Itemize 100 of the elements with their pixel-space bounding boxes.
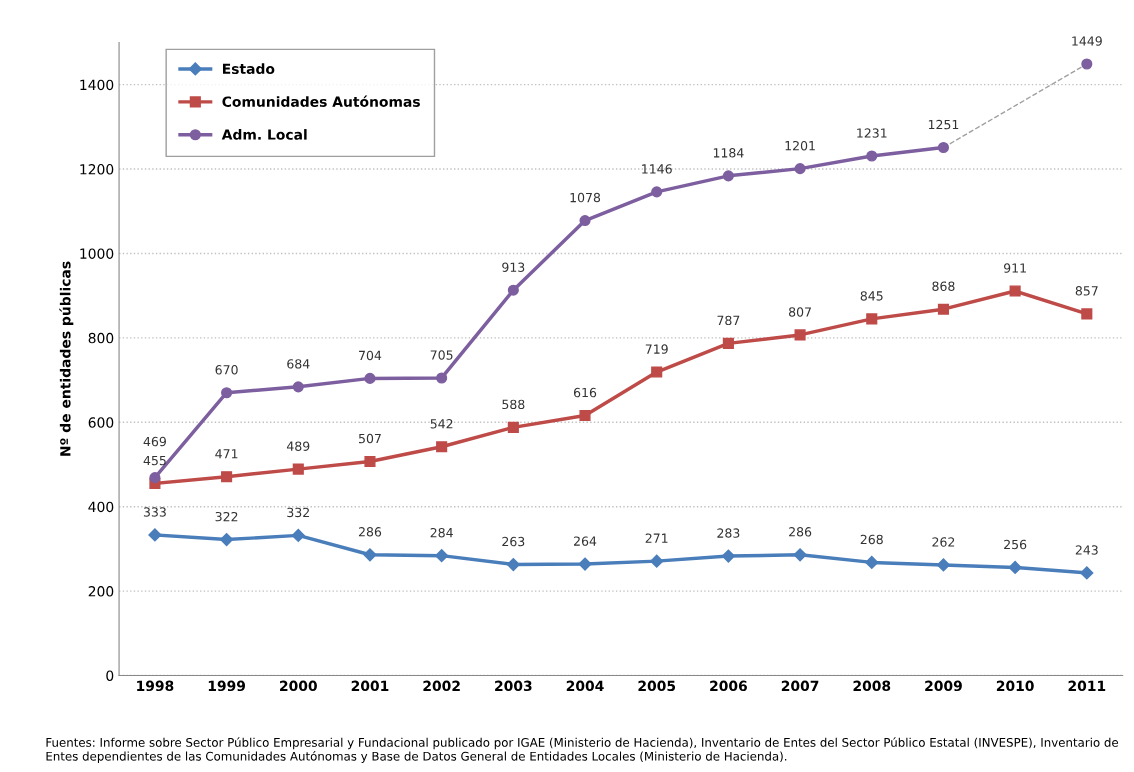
data-label: 616 (573, 387, 597, 398)
point (1008, 560, 1022, 575)
data-label: 807 (789, 307, 811, 317)
point (579, 409, 591, 422)
data-label: 489 (286, 441, 310, 451)
point (1009, 285, 1021, 297)
point (507, 284, 519, 296)
data-label: 268 (860, 534, 883, 545)
y-tick-label: 0 (106, 670, 114, 681)
point (722, 337, 734, 349)
x-tick-label: 2011 (1068, 680, 1106, 692)
point (865, 555, 879, 569)
point (291, 528, 305, 542)
legend-label: Adm. Local (221, 129, 307, 140)
point (793, 548, 807, 562)
point (1081, 308, 1093, 320)
data-label: 670 (215, 365, 238, 375)
x-tick-label: 2001 (351, 680, 389, 692)
data-label: 286 (358, 527, 382, 537)
point (578, 557, 592, 571)
x-tick-label: 2005 (638, 680, 676, 692)
data-label: 469 (143, 436, 166, 447)
data-label: 471 (215, 449, 238, 459)
x-tick-label: 1998 (137, 680, 174, 692)
y-tick-label: 400 (88, 501, 114, 513)
data-label: 705 (430, 350, 453, 360)
point (937, 141, 950, 154)
point (436, 372, 448, 384)
x-tick-label: 2000 (280, 680, 317, 692)
point (221, 471, 233, 483)
data-label: 256 (1004, 539, 1027, 550)
y-tick-label: 800 (88, 332, 114, 344)
x-tick-label: 2004 (566, 680, 604, 692)
x-tick-label: 1999 (208, 680, 246, 692)
data-label: 332 (287, 507, 309, 518)
x-tick-label: 2007 (781, 680, 819, 692)
x-tick-label: 2008 (853, 680, 891, 692)
data-label: 913 (502, 262, 525, 272)
point (507, 421, 519, 433)
data-label: 588 (502, 399, 525, 410)
x-tick-label: 2006 (710, 680, 747, 692)
point (650, 554, 664, 568)
point (149, 472, 161, 484)
data-label: 1146 (642, 164, 672, 174)
y-tick-label: 200 (88, 586, 114, 597)
data-label: 243 (1075, 545, 1098, 555)
point (579, 214, 591, 227)
point (651, 186, 663, 198)
point (292, 381, 304, 393)
data-label: 286 (789, 527, 812, 537)
point (364, 372, 376, 384)
data-label: 1231 (857, 128, 887, 138)
data-label: 333 (143, 507, 166, 517)
data-label: 704 (359, 350, 382, 361)
data-label: 868 (932, 281, 955, 291)
x-tick-label: 2002 (423, 680, 460, 692)
point (651, 366, 663, 378)
point (1081, 58, 1093, 70)
data-label: 1449 (1072, 36, 1102, 46)
source-note: Fuentes: Informe sobre Sector Público Empresarial y Fundacional publicado por IGAE (Ministerio de Hacienda), Inventario de Entes del Sector Público Estatal (INVESPE), Inventario de Entes dependientes de las Comunidades Autónomas y Base de Datos General de Entidades Locales (Ministerio de Hacienda). (46, 737, 1119, 763)
data-label: 1184 (713, 148, 744, 158)
y-axis-title: Nº de entidades públicas (59, 261, 74, 456)
x-tick-label: 2009 (925, 680, 962, 692)
point (220, 533, 234, 547)
point (1080, 566, 1094, 580)
data-label: 271 (645, 533, 668, 543)
y-tick-label: 1200 (80, 164, 114, 175)
data-label: 845 (860, 291, 883, 301)
point (221, 387, 233, 399)
point (794, 329, 806, 341)
data-label: 857 (1075, 286, 1098, 296)
data-label: 1078 (570, 192, 601, 203)
y-tick-label: 600 (88, 417, 114, 428)
y-tick-label: 1000 (80, 248, 114, 259)
data-label: 787 (717, 315, 740, 326)
data-label: 542 (430, 419, 453, 429)
data-label: 284 (430, 527, 453, 538)
data-label: 684 (287, 359, 310, 369)
data-label: 264 (574, 536, 597, 546)
data-label: 283 (717, 528, 740, 538)
point (722, 170, 734, 182)
point (148, 528, 162, 542)
data-label: 455 (143, 455, 166, 466)
legend-label: Estado (222, 63, 275, 75)
point (435, 549, 449, 563)
point (363, 548, 377, 562)
point (721, 549, 735, 563)
data-label: 322 (215, 511, 238, 522)
data-label: 262 (932, 537, 955, 547)
data-label: 507 (359, 433, 381, 444)
point (436, 441, 448, 453)
data-label: 1201 (785, 140, 815, 151)
data-label: 719 (645, 344, 668, 354)
point (866, 150, 878, 162)
point (866, 313, 878, 325)
point (937, 303, 950, 315)
point (292, 463, 304, 475)
point (364, 455, 376, 468)
point (794, 163, 806, 175)
x-tick-label: 2010 (996, 680, 1034, 692)
